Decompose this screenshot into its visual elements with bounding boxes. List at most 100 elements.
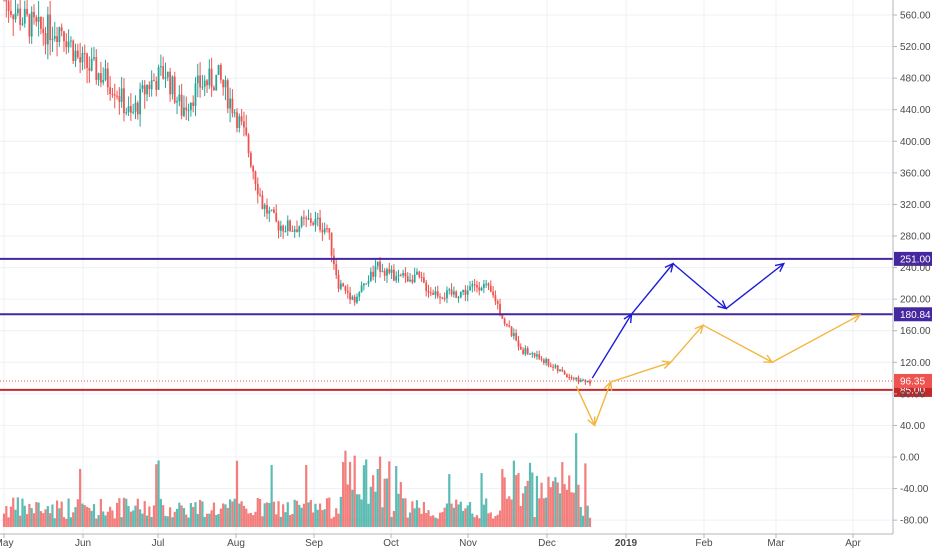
volume-bar	[323, 509, 326, 527]
candle-body	[448, 289, 451, 291]
volume-bar	[378, 456, 382, 527]
candle-body	[215, 74, 218, 91]
candle-body	[319, 217, 321, 230]
volume-bar	[217, 514, 220, 527]
candle-body	[185, 107, 188, 111]
volume-bar	[448, 474, 451, 527]
candle-body	[259, 194, 261, 196]
candle-body	[141, 85, 144, 89]
projection-segment[interactable]	[630, 263, 674, 315]
candle-body	[496, 301, 499, 304]
candle-body	[42, 28, 45, 34]
candle-body	[111, 94, 114, 96]
volume-bar	[445, 503, 449, 527]
candle-body	[335, 264, 338, 276]
candle-body	[568, 377, 571, 379]
volume-bar	[542, 498, 545, 527]
volume-bar	[528, 462, 532, 527]
projection-segment[interactable]	[672, 263, 727, 310]
volume-bar	[51, 504, 54, 527]
volume-bar	[413, 508, 416, 527]
candle-body	[249, 152, 252, 167]
candle-body	[326, 228, 328, 230]
projection-segment[interactable]	[593, 381, 612, 426]
volume-bar	[492, 518, 495, 527]
volume-bar	[475, 515, 479, 527]
candle-body	[570, 377, 573, 379]
price-axis[interactable]: 560.00 520.00 480.00 440.00 400.00 360.00 320.…	[892, 0, 931, 534]
candle-body	[222, 79, 225, 88]
volume-bar	[547, 476, 550, 527]
volume-bar	[554, 477, 557, 527]
candle-body	[243, 121, 245, 128]
volume-bar	[132, 510, 135, 527]
candle-body	[545, 359, 548, 364]
candle-body	[99, 73, 102, 83]
candle-body	[123, 88, 125, 114]
candle-body	[219, 64, 222, 80]
candle-body	[432, 292, 435, 295]
candle-body	[487, 283, 490, 286]
candle-body	[49, 14, 52, 41]
candle-body	[231, 98, 234, 114]
projection-segment[interactable]	[610, 361, 671, 383]
volume-bar	[450, 503, 453, 527]
candle-body	[480, 288, 483, 291]
projection-segment[interactable]	[702, 324, 773, 363]
projection-segment[interactable]	[670, 324, 704, 363]
candle-body	[217, 64, 220, 75]
candle-body	[256, 183, 259, 195]
projection-segment[interactable]	[575, 385, 596, 426]
volume-bar	[408, 512, 412, 527]
candle-body	[187, 110, 190, 112]
volume-bar	[406, 517, 409, 527]
candle-body	[450, 289, 453, 295]
volume-bar	[415, 500, 419, 527]
projection-segment[interactable]	[725, 263, 785, 310]
candle-body	[273, 209, 275, 213]
candle-body	[12, 14, 15, 20]
volume-bar	[231, 501, 234, 527]
volume-bar	[538, 498, 541, 527]
volume-bar	[526, 480, 529, 527]
price-tick-label: 520.00	[900, 42, 931, 53]
volume-bar	[205, 513, 209, 527]
candle-body	[420, 276, 423, 278]
candle-body	[517, 340, 520, 347]
volume-bar	[464, 508, 467, 527]
last-price-tag	[894, 373, 932, 388]
candle-body	[303, 217, 305, 219]
candle-body	[406, 276, 409, 282]
volume-bar	[579, 506, 582, 527]
volume-bar	[275, 514, 278, 527]
candle-body	[148, 84, 151, 90]
time-axis[interactable]: May Jun Jul Aug Sep Oct Nov Dec 2019 Feb Mar Apr	[0, 533, 893, 549]
projection-segment[interactable]	[771, 314, 861, 363]
candle-body	[358, 292, 361, 297]
projection-arrows[interactable]	[575, 262, 862, 427]
candle-body	[93, 57, 95, 59]
volume-bar	[570, 492, 573, 527]
candle-body	[252, 166, 255, 172]
candle-body	[485, 283, 488, 285]
volume-bar	[65, 518, 68, 527]
candle-body	[95, 57, 98, 80]
candle-body	[376, 261, 379, 267]
volume-bar	[166, 516, 169, 527]
volume-bar	[139, 509, 142, 527]
volume-bar	[215, 514, 218, 527]
projection-segment[interactable]	[591, 313, 633, 379]
volume-bar	[342, 462, 345, 527]
candle-body	[58, 27, 61, 43]
volume-bar	[392, 510, 395, 527]
volume-bar	[187, 517, 190, 527]
candle-body	[263, 205, 266, 209]
volume-bar	[109, 506, 112, 527]
candle-body	[19, 8, 22, 25]
candle-body	[473, 284, 476, 286]
candle-body	[383, 270, 386, 276]
candle-body	[316, 217, 319, 220]
volume-bar	[369, 486, 372, 527]
